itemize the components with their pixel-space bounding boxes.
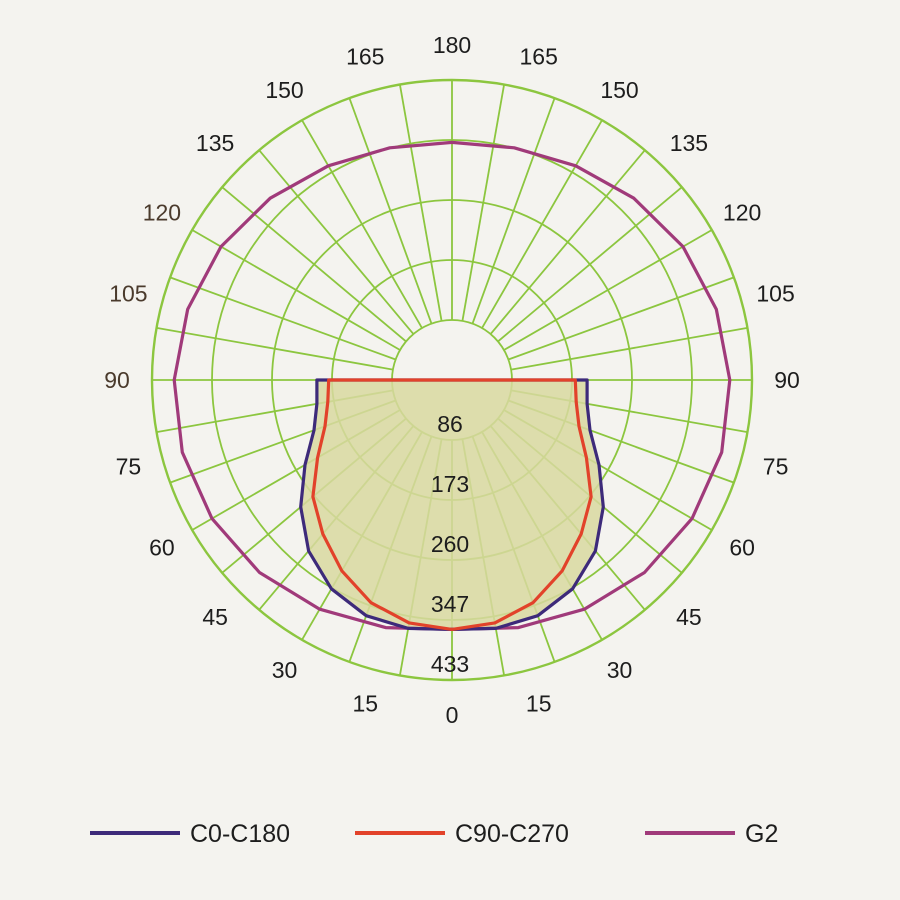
series-area-fill <box>300 380 604 630</box>
series-line-g2 <box>172 140 732 631</box>
grid-spoke <box>481 119 603 329</box>
radial-tick-labels: 86 173 260 347 433 <box>431 411 469 677</box>
legend-item: C0-C180 <box>90 820 290 848</box>
angle-label: 150 <box>600 77 638 103</box>
grid-spoke <box>508 276 735 361</box>
legend-item: C90-C270 <box>355 820 569 848</box>
radial-tick-label: 433 <box>431 651 469 677</box>
angle-label: 150 <box>265 77 303 103</box>
legend-item: G2 <box>645 820 778 848</box>
angle-label: 105 <box>109 280 147 306</box>
series-line-c90-c270 <box>311 378 593 631</box>
grid-spoke <box>461 84 505 322</box>
angle-label: 90 <box>774 367 800 393</box>
series-line-c0-c180 <box>299 378 605 631</box>
angle-label: 75 <box>116 454 142 480</box>
grid-spoke <box>169 276 396 361</box>
angle-label: 135 <box>196 130 234 156</box>
angle-label: 105 <box>756 280 794 306</box>
angle-label: 15 <box>352 691 378 717</box>
angle-label: 180 <box>433 32 471 58</box>
grid-spoke <box>503 229 713 351</box>
radial-tick-label: 260 <box>431 531 469 557</box>
angle-label: 90 <box>104 367 130 393</box>
angle-label: 45 <box>676 604 702 630</box>
grid-spoke <box>348 97 433 324</box>
series-fill-layer <box>300 380 604 630</box>
grid-spoke <box>399 84 443 322</box>
legend-label: C0-C180 <box>190 820 290 848</box>
angle-label: 30 <box>272 657 298 683</box>
radial-tick-label: 347 <box>431 591 469 617</box>
radial-tick-label: 86 <box>437 411 463 437</box>
legend-label: C90-C270 <box>455 820 569 848</box>
grid-spoke <box>510 327 748 371</box>
angle-label: 165 <box>520 43 558 69</box>
series-layer <box>172 140 732 631</box>
angle-label: 30 <box>607 657 633 683</box>
angle-label: 165 <box>346 43 384 69</box>
grid-spoke <box>471 97 556 324</box>
grid-spoke <box>301 119 423 329</box>
angle-label: 75 <box>763 454 789 480</box>
angle-label: 120 <box>143 200 181 226</box>
grid-spoke <box>191 229 401 351</box>
grid-spoke <box>258 149 415 335</box>
angle-label: 120 <box>723 200 761 226</box>
grid-spoke <box>497 186 683 343</box>
angle-label: 60 <box>729 535 755 561</box>
radial-tick-label: 173 <box>431 471 469 497</box>
grid-spoke <box>156 327 394 371</box>
angle-labels: 0 15 30 45 60 75 90 105 120 135 150 165 180 15 30 45 60 7… <box>104 32 800 728</box>
angle-label: 15 <box>526 691 552 717</box>
angle-label: 0 <box>446 702 459 728</box>
grid-spoke <box>489 149 646 335</box>
legend: C0-C180 C90-C270 G2 <box>90 820 778 848</box>
legend-label: G2 <box>745 820 778 848</box>
angle-label: 45 <box>202 604 228 630</box>
grid-spoke <box>221 186 407 343</box>
angle-label: 60 <box>149 535 175 561</box>
angle-label: 135 <box>670 130 708 156</box>
